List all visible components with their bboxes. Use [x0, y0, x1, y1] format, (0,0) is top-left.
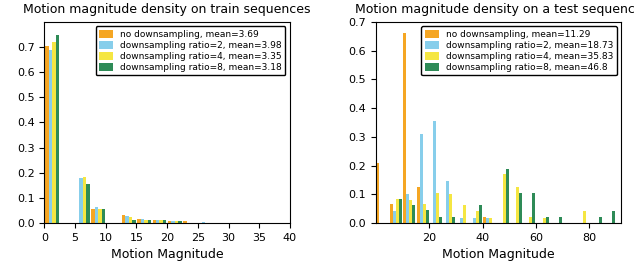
Bar — [183, 221, 186, 223]
Bar — [479, 205, 482, 223]
Bar — [83, 177, 86, 223]
Bar — [156, 220, 160, 223]
Bar — [91, 209, 94, 223]
Bar — [533, 193, 535, 223]
Bar — [148, 220, 151, 223]
Bar — [122, 215, 126, 223]
Bar — [86, 184, 89, 223]
Bar — [446, 181, 450, 223]
Bar — [153, 220, 156, 223]
Bar — [129, 217, 133, 223]
Bar — [168, 221, 171, 223]
Bar — [126, 216, 129, 223]
Bar — [133, 220, 136, 223]
Bar — [202, 222, 205, 223]
Bar — [505, 169, 508, 223]
Title: Motion magnitude density on a test sequence: Motion magnitude density on a test seque… — [355, 4, 634, 16]
Bar — [144, 220, 148, 223]
Bar — [612, 211, 616, 223]
Bar — [436, 193, 439, 223]
Bar — [163, 220, 166, 223]
Bar — [450, 194, 452, 223]
Bar — [519, 193, 522, 223]
Bar — [49, 50, 52, 223]
Bar — [175, 221, 178, 223]
Legend: no downsampling, mean=3.69, downsampling ratio=2, mean=3.98, downsampling ratio=: no downsampling, mean=3.69, downsampling… — [96, 26, 285, 75]
X-axis label: Motion Magnitude: Motion Magnitude — [443, 248, 555, 261]
Title: Motion magnitude density on train sequences: Motion magnitude density on train sequen… — [23, 4, 311, 16]
Bar — [559, 217, 562, 223]
Bar — [483, 217, 486, 223]
X-axis label: Motion Magnitude: Motion Magnitude — [111, 248, 223, 261]
Bar — [399, 199, 402, 223]
Bar — [98, 209, 101, 223]
Bar — [417, 187, 420, 223]
Legend: no downsampling, mean=11.29, downsampling ratio=2, mean=18.73, downsampling rati: no downsampling, mean=11.29, downsamplin… — [422, 26, 617, 75]
Bar — [45, 46, 49, 223]
Bar — [101, 209, 105, 223]
Bar — [403, 33, 406, 223]
Bar — [439, 217, 442, 223]
Bar — [460, 218, 463, 223]
Bar — [583, 211, 586, 223]
Bar — [141, 219, 144, 223]
Bar — [516, 187, 519, 223]
Bar — [489, 218, 492, 223]
Bar — [137, 219, 141, 223]
Bar — [393, 211, 396, 223]
Bar — [406, 194, 409, 223]
Bar — [599, 217, 602, 223]
Bar — [171, 221, 175, 223]
Bar — [94, 207, 98, 223]
Bar — [529, 217, 533, 223]
Bar — [503, 174, 505, 223]
Bar — [377, 163, 380, 223]
Bar — [473, 218, 476, 223]
Bar — [546, 217, 548, 223]
Bar — [79, 178, 83, 223]
Bar — [412, 205, 415, 223]
Bar — [486, 218, 489, 223]
Bar — [425, 210, 429, 223]
Bar — [52, 42, 56, 223]
Bar — [422, 204, 425, 223]
Bar — [178, 221, 182, 223]
Bar — [452, 217, 455, 223]
Bar — [433, 121, 436, 223]
Bar — [160, 220, 163, 223]
Bar — [409, 200, 412, 223]
Bar — [543, 218, 546, 223]
Bar — [476, 211, 479, 223]
Bar — [56, 35, 59, 223]
Bar — [463, 205, 465, 223]
Bar — [390, 204, 393, 223]
Bar — [396, 199, 399, 223]
Bar — [420, 134, 422, 223]
